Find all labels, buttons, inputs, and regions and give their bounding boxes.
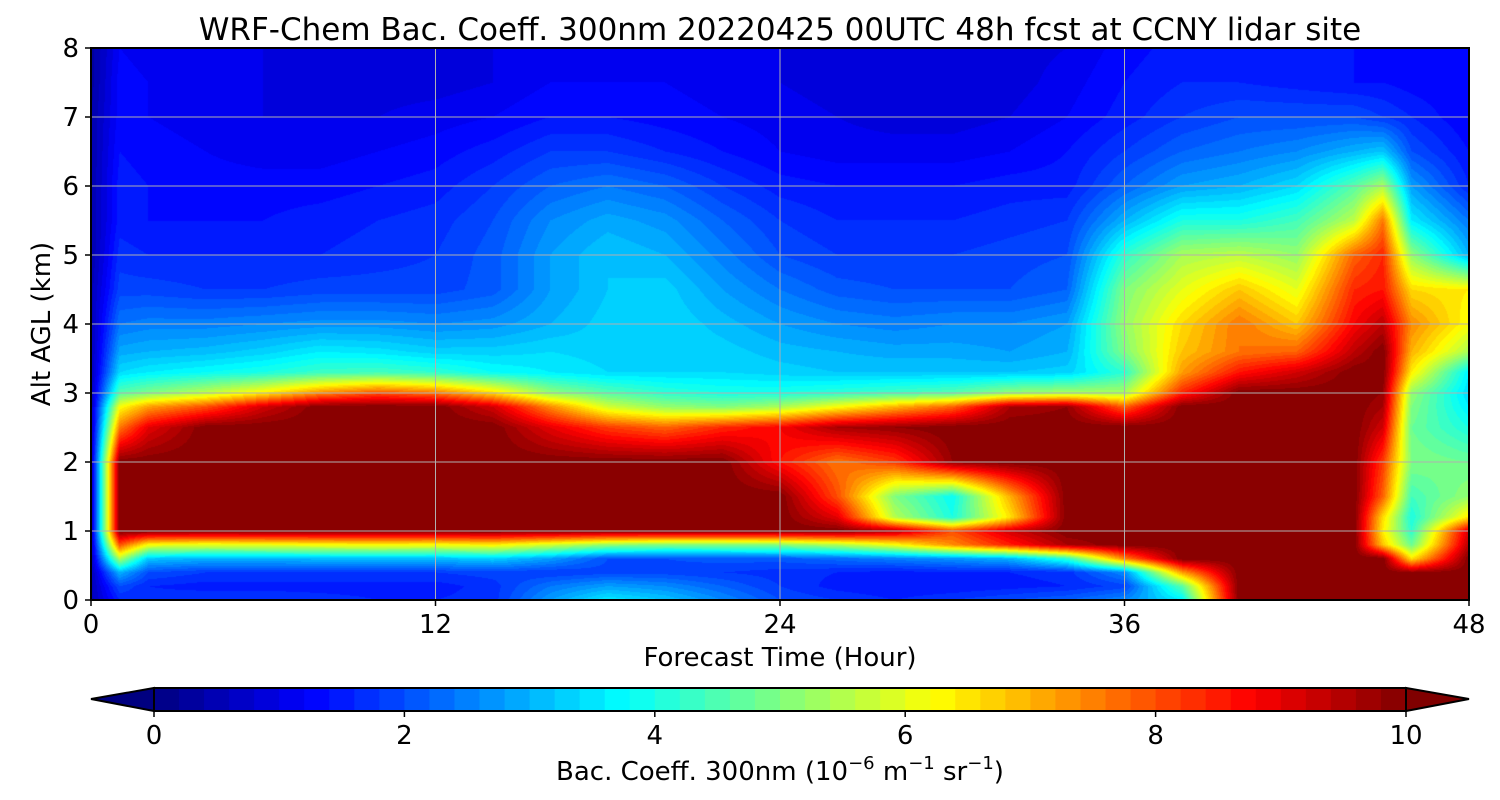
colorbar-level — [654, 688, 681, 711]
colorbar-level — [704, 688, 731, 711]
colorbar-level — [855, 688, 881, 711]
colorbar-level — [1330, 688, 1357, 711]
colorbar-level — [229, 688, 255, 711]
y-axis-label: Alt AGL (km) — [27, 242, 57, 406]
colorbar-level — [1255, 688, 1282, 711]
colorbar-level — [1030, 688, 1057, 711]
y-tick-label: 8 — [62, 34, 79, 64]
colorbar-level — [1055, 688, 1082, 711]
colorbar-level — [1205, 688, 1232, 711]
colorbar-body — [154, 688, 1407, 711]
x-tick-label: 24 — [763, 610, 796, 640]
chart-title: WRF-Chem Bac. Coeff. 300nm 20220425 00UT… — [199, 12, 1362, 48]
colorbar-level — [805, 688, 831, 711]
colorbar-level — [154, 688, 180, 711]
colorbar-level — [1180, 688, 1207, 711]
x-tick-label: 0 — [83, 610, 100, 640]
y-tick-label: 2 — [62, 448, 79, 478]
colorbar-level — [1105, 688, 1132, 711]
colorbar-level — [1355, 688, 1382, 711]
colorbar-level — [579, 688, 606, 711]
colorbar-level — [1380, 688, 1407, 711]
colorbar-level — [1005, 688, 1031, 711]
x-tick-label: 12 — [419, 610, 452, 640]
y-tick-label: 4 — [62, 310, 79, 340]
y-tick-label: 0 — [62, 586, 79, 616]
y-tick-label: 6 — [62, 172, 79, 202]
colorbar-tick-label: 0 — [146, 721, 163, 751]
colorbar-tick-label: 2 — [396, 721, 413, 751]
colorbar-level — [179, 688, 205, 711]
colorbar-level — [880, 688, 906, 711]
colorbar-ticks: 0 2 4 6 8 10 — [146, 711, 1423, 751]
colorbar-level — [930, 688, 956, 711]
colorbar-level — [1230, 688, 1257, 711]
colorbar-level — [554, 688, 581, 711]
grid-lines — [91, 48, 1469, 600]
colorbar-level — [1155, 688, 1182, 711]
y-tick-label: 5 — [62, 241, 79, 271]
colorbar-tick-label: 6 — [897, 721, 914, 751]
colorbar-level — [429, 688, 456, 711]
colorbar-level — [1080, 688, 1107, 711]
x-axis-label: Forecast Time (Hour) — [643, 643, 916, 673]
colorbar-level — [729, 688, 756, 711]
colorbar-level — [1305, 688, 1332, 711]
colorbar-level — [204, 688, 230, 711]
colorbar-extend-high — [1405, 686, 1470, 713]
colorbar-level — [379, 688, 405, 711]
x-axis: 0 12 24 36 48 — [83, 600, 1486, 640]
colorbar-level — [479, 688, 506, 711]
colorbar-level — [279, 688, 305, 711]
colorbar-level — [329, 688, 355, 711]
x-tick-label: 36 — [1108, 610, 1141, 640]
colorbar: 0 2 4 6 8 10 Bac. Coeff. 300nm (10−6 m−1 sr−1… — [90, 686, 1470, 787]
colorbar-level — [1280, 688, 1307, 711]
colorbar-level — [980, 688, 1006, 711]
y-tick-label: 3 — [62, 379, 79, 409]
colorbar-level — [604, 688, 631, 711]
colorbar-level — [629, 688, 656, 711]
colorbar-extend-low — [90, 686, 155, 713]
colorbar-level — [830, 688, 856, 711]
colorbar-level — [1130, 688, 1157, 711]
y-tick-label: 7 — [62, 103, 79, 133]
colorbar-level — [254, 688, 280, 711]
colorbar-level — [780, 688, 806, 711]
colorbar-label: Bac. Coeff. 300nm (10−6 m−1 sr−1) — [556, 753, 1004, 787]
colorbar-level — [754, 688, 781, 711]
colorbar-tick-label: 10 — [1389, 721, 1422, 751]
colorbar-frame — [153, 687, 1407, 712]
colorbar-tick-label: 4 — [647, 721, 664, 751]
colorbar-level — [529, 688, 556, 711]
colorbar-level — [304, 688, 330, 711]
colorbar-level — [504, 688, 531, 711]
colorbar-tick-label: 8 — [1147, 721, 1164, 751]
y-axis: 0 1 2 3 4 5 6 7 8 — [62, 34, 91, 616]
colorbar-level — [454, 688, 481, 711]
colorbar-level — [955, 688, 981, 711]
y-tick-label: 1 — [62, 517, 79, 547]
colorbar-level — [354, 688, 380, 711]
colorbar-level — [905, 688, 931, 711]
colorbar-level — [679, 688, 706, 711]
colorbar-level — [404, 688, 431, 711]
x-tick-label: 48 — [1452, 610, 1485, 640]
